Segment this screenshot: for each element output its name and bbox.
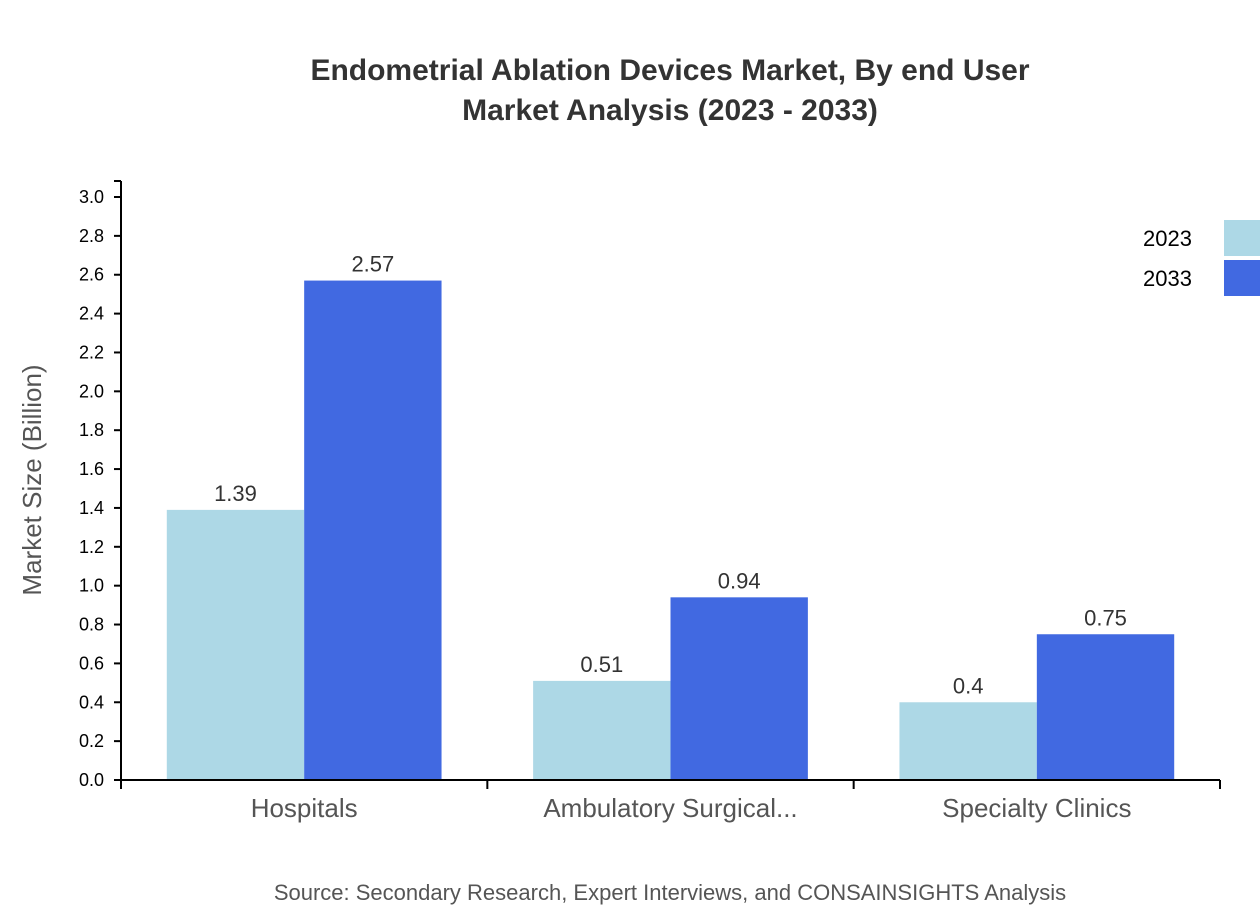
y-tick-label: 0.4 bbox=[79, 692, 104, 712]
y-tick-label: 0.8 bbox=[79, 615, 104, 635]
y-tick-label: 2.8 bbox=[79, 226, 104, 246]
chart-title-line-1: Endometrial Ablation Devices Market, By … bbox=[310, 54, 1029, 87]
y-tick-label: 2.0 bbox=[79, 381, 104, 401]
y-tick-label: 0.6 bbox=[79, 653, 104, 673]
bar-2023-0 bbox=[166, 509, 305, 780]
data-label: 0.75 bbox=[1084, 605, 1127, 630]
y-tick-label: 3.0 bbox=[79, 187, 104, 207]
bar-2033-2 bbox=[1036, 634, 1175, 780]
data-label: 0.4 bbox=[953, 673, 984, 698]
legend-swatch-2023 bbox=[1224, 220, 1260, 256]
y-tick-label: 2.6 bbox=[79, 265, 104, 285]
y-tick-label: 0.0 bbox=[79, 770, 104, 790]
data-label: 0.51 bbox=[580, 652, 623, 677]
legend-label-2023: 2023 bbox=[1143, 226, 1192, 251]
x-tick-label: Hospitals bbox=[251, 793, 358, 823]
y-tick-label: 1.8 bbox=[79, 420, 104, 440]
y-tick-label: 1.6 bbox=[79, 459, 104, 479]
bar-2033-1 bbox=[670, 597, 808, 780]
y-tick-label: 1.4 bbox=[79, 498, 104, 518]
y-axis-label: Market Size (Billion) bbox=[17, 364, 47, 595]
legend: 2023 2033 bbox=[1143, 220, 1260, 296]
y-tick-label: 1.2 bbox=[79, 537, 104, 557]
data-label: 0.94 bbox=[718, 568, 761, 593]
x-tick-label: Ambulatory Surgical... bbox=[543, 793, 797, 823]
y-tick-label: 0.2 bbox=[79, 731, 104, 751]
data-label: 2.57 bbox=[351, 252, 394, 277]
bar-2023-1 bbox=[533, 680, 671, 780]
source-note: Source: Secondary Research, Expert Inter… bbox=[274, 880, 1066, 905]
bar-2023-2 bbox=[899, 702, 1037, 780]
y-tick-label: 2.4 bbox=[79, 304, 104, 324]
legend-label-2033: 2033 bbox=[1143, 266, 1192, 291]
y-tick-label: 2.2 bbox=[79, 342, 104, 362]
legend-swatch-2033 bbox=[1224, 260, 1260, 296]
bar-2033-0 bbox=[304, 280, 442, 780]
x-tick-label: Specialty Clinics bbox=[942, 793, 1131, 823]
chart-title-line-2: Market Analysis (2023 - 2033) bbox=[462, 94, 878, 127]
data-label: 1.39 bbox=[214, 481, 257, 506]
y-tick-label: 1.0 bbox=[79, 576, 104, 596]
